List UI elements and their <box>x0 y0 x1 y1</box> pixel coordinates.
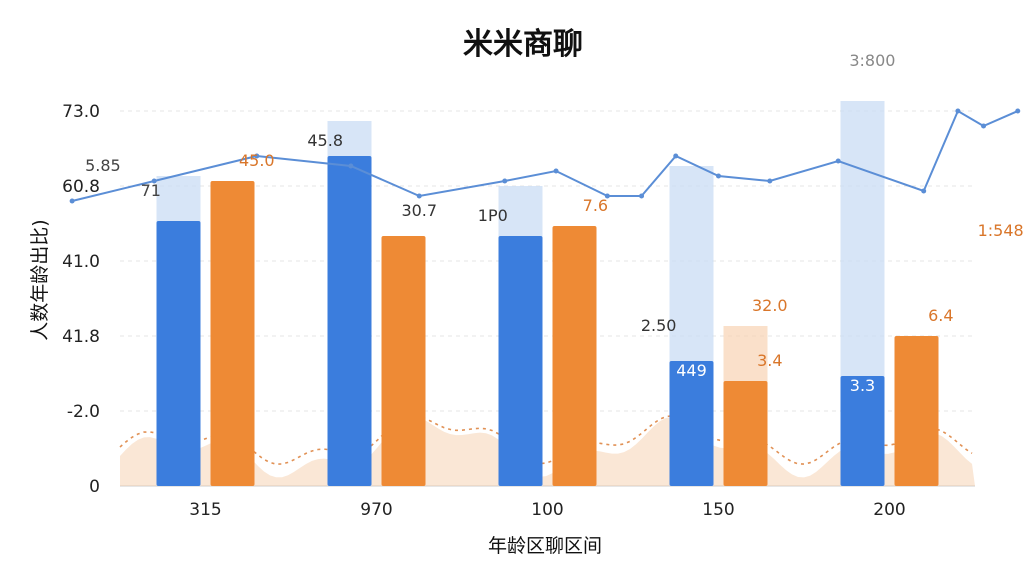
data-label: 45.8 <box>307 131 343 150</box>
line-point <box>69 198 75 204</box>
data-label: 3:800 <box>849 51 895 70</box>
data-label: 71 <box>141 181 161 200</box>
line-point <box>835 158 841 164</box>
bar <box>552 226 597 486</box>
data-label: 45.0 <box>239 151 275 170</box>
y-tick-label: -2.0 <box>67 402 100 422</box>
bar <box>210 181 255 486</box>
data-label: 1P0 <box>478 206 508 225</box>
line-point <box>604 193 610 199</box>
chart-title: 米米商聊 <box>463 27 583 62</box>
data-label: 30.7 <box>401 201 437 220</box>
bar <box>669 361 714 486</box>
line-point <box>981 123 987 129</box>
bar <box>840 376 885 486</box>
data-label: 6.4 <box>928 306 953 325</box>
data-label: 5.85 <box>85 156 121 175</box>
line-point <box>151 178 157 184</box>
ticks: 0 -2.0 41.8 41.0 60.8 73.0 315 970 100 150 200 <box>62 102 906 520</box>
line-point <box>921 188 927 194</box>
line-point <box>348 163 354 169</box>
bar <box>156 221 201 486</box>
line-point <box>716 173 721 179</box>
y-axis-label: 人数年龄出比) <box>29 219 51 340</box>
y-tick-label: 41.8 <box>62 327 100 347</box>
bar <box>381 236 426 486</box>
line-point <box>1015 108 1021 114</box>
y-tick-label: 0 <box>89 477 100 497</box>
bars <box>156 156 939 486</box>
x-tick-label: 100 <box>531 500 563 520</box>
bar <box>894 336 939 486</box>
line-point <box>553 168 559 174</box>
bar <box>327 156 372 486</box>
line-point <box>502 178 508 184</box>
x-tick-label: 200 <box>873 500 905 520</box>
bar <box>498 236 543 486</box>
lines <box>69 108 1021 204</box>
data-label: 7.6 <box>583 196 608 215</box>
grid <box>120 110 975 487</box>
data-label: 449 <box>676 361 707 380</box>
line-point <box>767 178 773 184</box>
line-point <box>673 153 679 159</box>
y-tick-label: 41.0 <box>62 252 100 272</box>
y-tick-label: 73.0 <box>62 102 100 122</box>
data-labels: 5.85 71 45.0 45.8 30.7 1P0 7.6 2.50 32.0 3.4 6.4 1:… <box>85 51 1024 395</box>
line-point <box>416 193 422 199</box>
data-label: 1:548 <box>978 221 1024 240</box>
x-axis-label: 年龄区聊区间 <box>488 535 602 557</box>
data-label: 32.0 <box>752 296 788 315</box>
y-tick-label: 60.8 <box>62 177 100 197</box>
line-point <box>955 108 961 114</box>
data-label: 2.50 <box>641 316 677 335</box>
data-label: 3.4 <box>757 351 782 370</box>
line-point <box>254 153 260 159</box>
x-tick-label: 150 <box>702 500 734 520</box>
data-label: 3.3 <box>850 376 875 395</box>
bar <box>723 381 768 486</box>
line-point <box>639 193 645 199</box>
x-tick-label: 315 <box>189 500 221 520</box>
x-tick-label: 970 <box>360 500 392 520</box>
